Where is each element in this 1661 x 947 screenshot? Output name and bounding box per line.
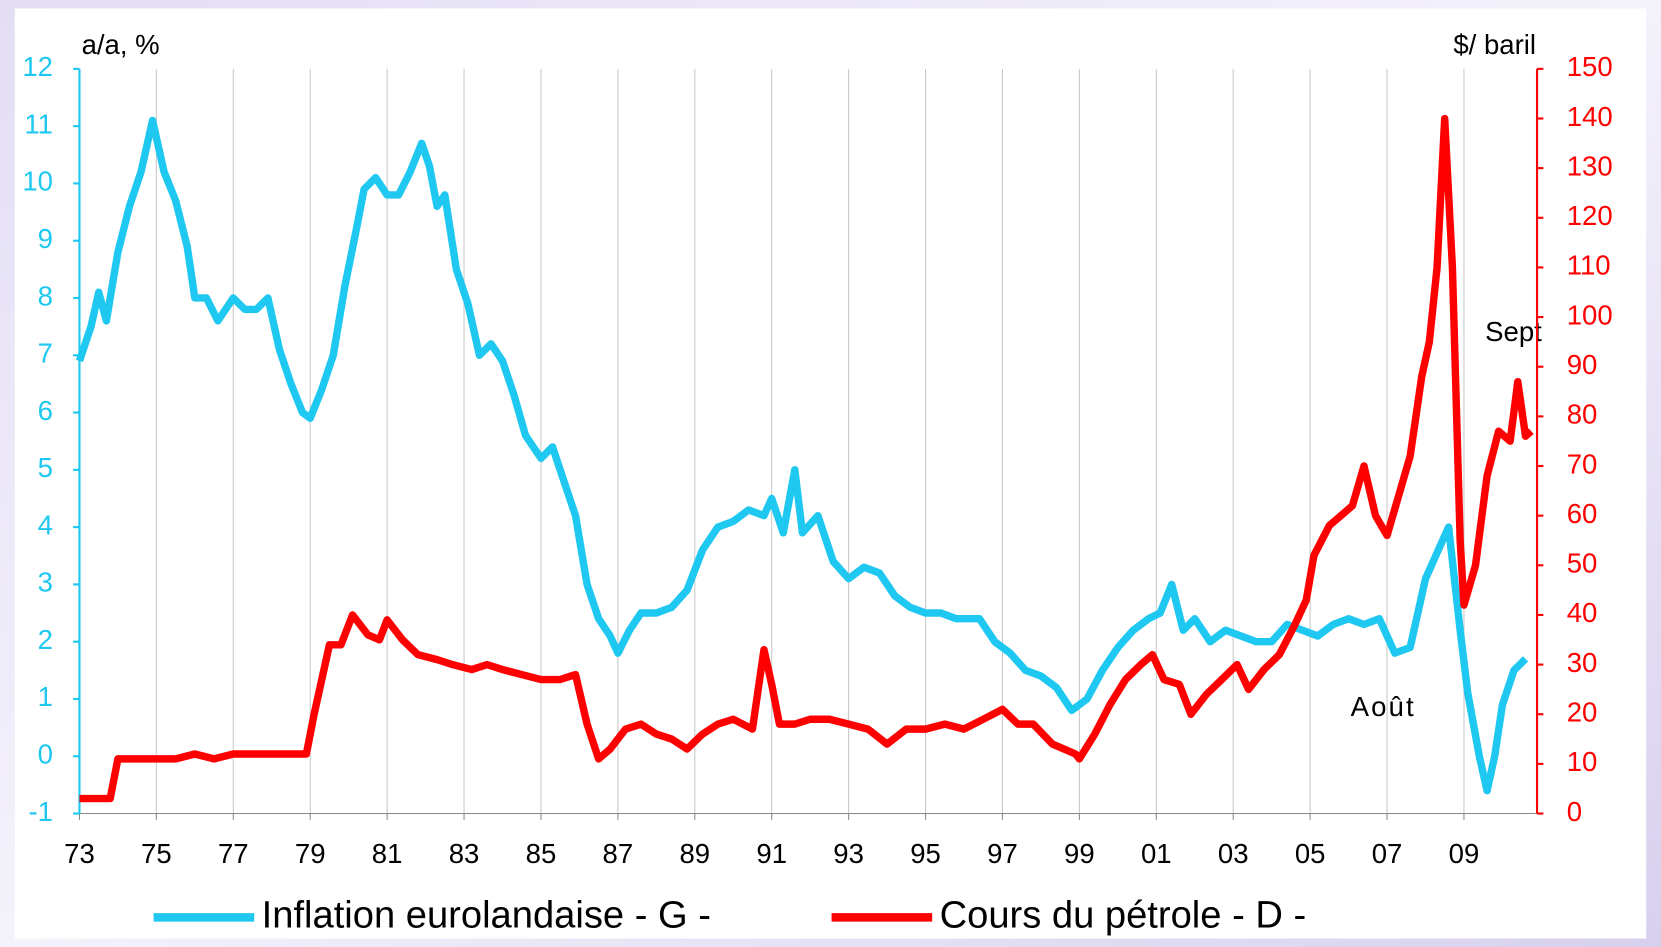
series-line xyxy=(75,116,1529,795)
y-tick-label: -1 xyxy=(28,796,52,827)
chart-area xyxy=(14,8,1647,939)
y-tick-label: 5 xyxy=(38,452,53,483)
x-tick-label: 83 xyxy=(449,838,480,869)
x-tick-label: 93 xyxy=(833,838,864,869)
x-tick-label: 99 xyxy=(1064,838,1095,869)
y-axis-label: a/a, % xyxy=(82,29,160,60)
x-tick-label: 05 xyxy=(1295,838,1326,869)
y-tick-label: 7 xyxy=(38,338,53,369)
y2-tick-label: 50 xyxy=(1567,548,1598,579)
y-tick-label: 6 xyxy=(38,395,53,426)
y-tick-label: 0 xyxy=(38,739,53,770)
y2-tick-label: 120 xyxy=(1567,200,1613,231)
y-tick-label: 4 xyxy=(38,509,53,540)
x-tick-label: 77 xyxy=(218,838,249,869)
x-tick-label: 01 xyxy=(1141,838,1172,869)
y2-tick-label: 100 xyxy=(1567,299,1613,330)
y-tick-label: 12 xyxy=(22,51,53,82)
annotation: Sept xyxy=(1485,316,1542,347)
y2-tick-label: 90 xyxy=(1567,349,1598,380)
x-tick-label: 03 xyxy=(1218,838,1249,869)
legend-label: Cours du pétrole - D - xyxy=(940,893,1307,936)
y-tick-label: 3 xyxy=(38,567,53,598)
y2-axis-label: $/ baril xyxy=(1453,29,1536,60)
x-tick-label: 09 xyxy=(1449,838,1480,869)
y2-tick-label: 10 xyxy=(1567,746,1598,777)
y2-tick-label: 80 xyxy=(1567,399,1598,430)
x-tick-label: 95 xyxy=(910,838,941,869)
x-tick-label: 07 xyxy=(1372,838,1403,869)
y2-tick-label: 0 xyxy=(1567,796,1582,827)
y2-tick-label: 150 xyxy=(1567,51,1613,82)
x-tick-label: 75 xyxy=(141,838,172,869)
y-tick-label: 1 xyxy=(38,681,53,712)
y2-tick-label: 40 xyxy=(1567,597,1598,628)
x-tick-label: 73 xyxy=(64,838,95,869)
x-tick-label: 91 xyxy=(756,838,787,869)
y2-tick-label: 130 xyxy=(1567,150,1613,181)
y-tick-label: 2 xyxy=(38,624,53,655)
x-tick-label: 89 xyxy=(679,838,710,869)
y2-tick-label: 30 xyxy=(1567,647,1598,678)
x-tick-label: 97 xyxy=(987,838,1018,869)
y2-tick-label: 140 xyxy=(1567,101,1613,132)
x-tick-label: 79 xyxy=(295,838,326,869)
annotation: Août xyxy=(1351,691,1416,722)
y2-tick-label: 60 xyxy=(1567,498,1598,529)
series-line xyxy=(79,114,1534,803)
x-tick-label: 87 xyxy=(603,838,634,869)
y2-tick-label: 70 xyxy=(1567,448,1598,479)
x-tick-label: 81 xyxy=(372,838,403,869)
y-tick-label: 11 xyxy=(24,108,53,139)
x-tick-label: 85 xyxy=(526,838,557,869)
y2-tick-label: 20 xyxy=(1567,697,1598,728)
y2-tick-label: 110 xyxy=(1567,250,1611,281)
y-tick-label: 8 xyxy=(38,280,53,311)
y-tick-label: 10 xyxy=(22,166,53,197)
y-tick-label: 9 xyxy=(38,223,53,254)
legend-label: Inflation eurolandaise - G - xyxy=(262,893,711,936)
